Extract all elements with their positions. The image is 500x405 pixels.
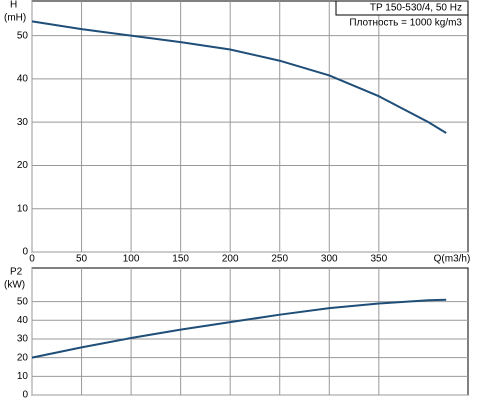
y-tick-label: 10 <box>17 371 29 382</box>
y-tick-label: 40 <box>17 315 29 326</box>
y-tick-label: 30 <box>17 117 29 128</box>
y-tick-label: 40 <box>17 74 29 85</box>
y-tick-label: 50 <box>17 30 29 41</box>
y-tick-label: 0 <box>22 247 28 258</box>
x-tick-label: 0 <box>29 254 35 265</box>
x-tick-label: 100 <box>123 254 140 265</box>
legend-box <box>335 0 469 16</box>
x-tick-label: 200 <box>222 254 239 265</box>
x-tick-label: 250 <box>271 254 288 265</box>
y-axis-unit: (kW) <box>4 280 25 291</box>
y-tick-label: 0 <box>22 390 28 400</box>
plot-area <box>31 0 469 253</box>
y-tick-label: 20 <box>17 352 29 363</box>
x-tick-label: 350 <box>370 254 387 265</box>
y-tick-label: 50 <box>17 296 29 307</box>
y-tick-label: 20 <box>17 160 29 171</box>
y-tick-label: 10 <box>17 203 29 214</box>
y-axis-label: P2 <box>10 267 23 278</box>
x-tick-label: 300 <box>321 254 338 265</box>
legend-title: TP 150-530/4, 50 Hz <box>370 3 462 14</box>
y-tick-label: 30 <box>17 334 29 345</box>
curve <box>31 20 447 134</box>
x-tick-label: 50 <box>76 254 88 265</box>
legend-subtitle: Плотность = 1000 kg/m3 <box>349 18 462 29</box>
y-axis-unit: (mH) <box>4 13 26 24</box>
x-tick-label: 150 <box>172 254 189 265</box>
x-axis-label: Q(m3/h) <box>434 254 471 265</box>
plot-area <box>31 267 469 396</box>
curve <box>31 298 447 359</box>
y-axis-label: H <box>10 0 17 11</box>
